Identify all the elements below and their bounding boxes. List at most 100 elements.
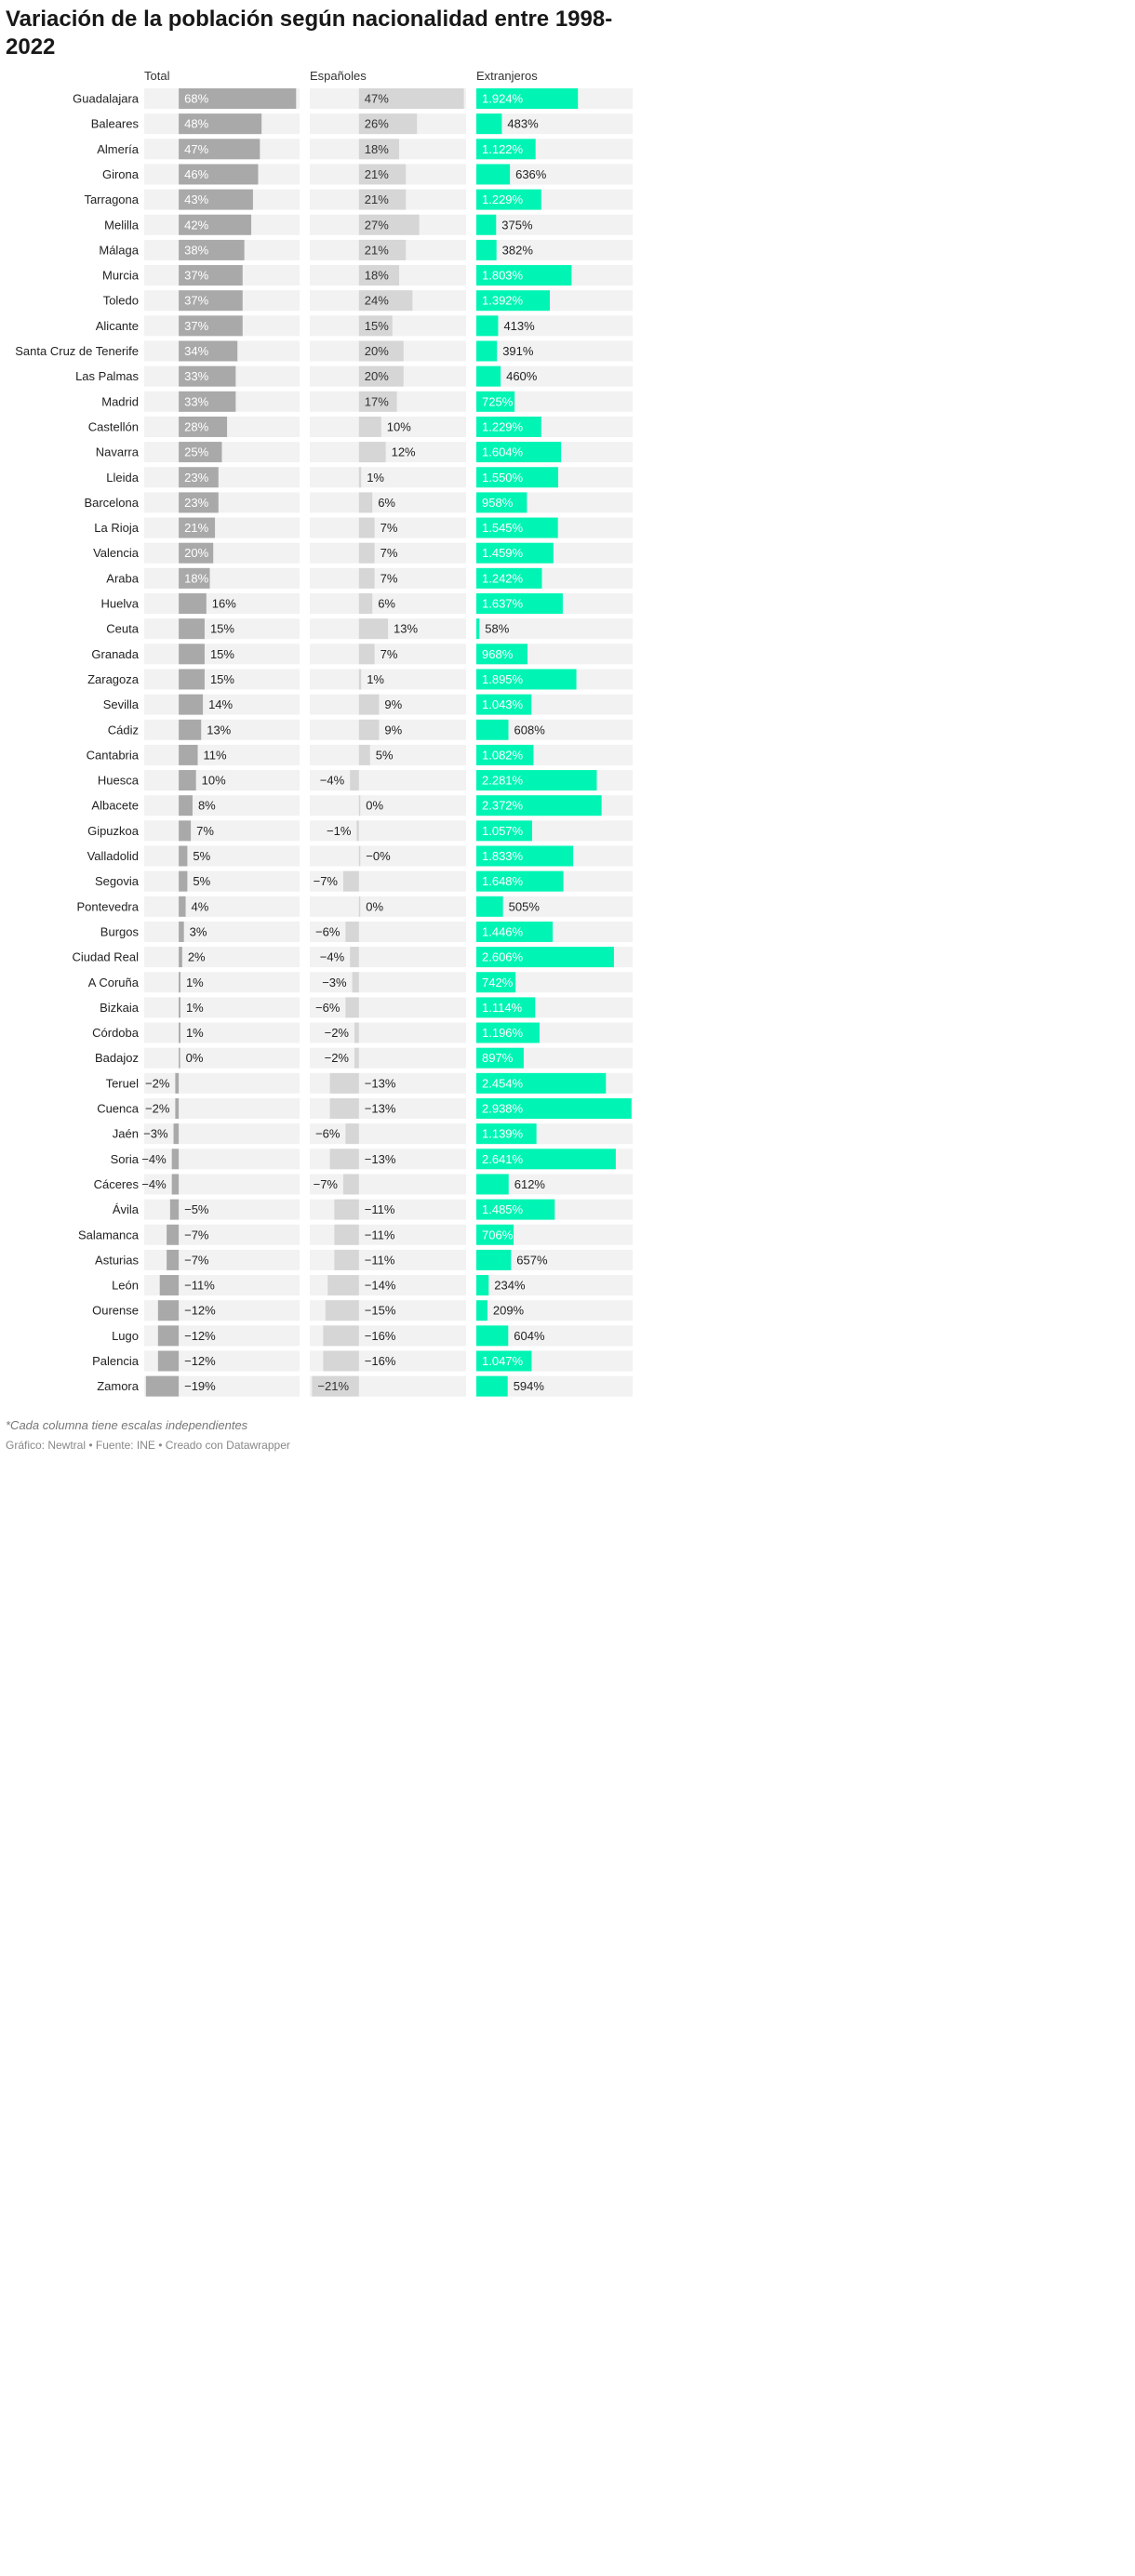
category-label: Almería [97, 142, 140, 156]
row-background [476, 618, 633, 640]
value-label-extranjeros: 2.606% [482, 950, 524, 964]
category-label: Cádiz [108, 723, 139, 737]
value-label-extranjeros: 1.229% [482, 419, 524, 433]
row-background [144, 517, 300, 538]
value-label-total: 3% [190, 924, 207, 938]
bar-total [179, 391, 236, 412]
value-label-extranjeros: 505% [509, 899, 541, 913]
bar-extranjeros [476, 1022, 540, 1043]
bar-total [179, 239, 245, 260]
row-background [144, 845, 300, 867]
category-label: Asturias [95, 1253, 139, 1267]
value-label-espanoles: −13% [365, 1076, 396, 1090]
value-label-total: 25% [184, 445, 208, 459]
bar-total [179, 870, 188, 892]
bar-extranjeros [476, 618, 480, 640]
bar-extranjeros [476, 1072, 607, 1094]
bar-extranjeros [476, 567, 542, 589]
bar-extranjeros [476, 1123, 537, 1145]
bar-total [179, 1047, 180, 1069]
value-label-total: 1% [186, 976, 204, 989]
value-label-espanoles: −15% [365, 1304, 396, 1318]
bar-espanoles [358, 567, 375, 589]
bar-extranjeros [476, 442, 562, 463]
value-label-extranjeros: 1.446% [482, 924, 524, 938]
bar-espanoles [358, 265, 399, 286]
row-background [476, 164, 633, 185]
bar-extranjeros [476, 164, 511, 185]
category-label: Murcia [102, 269, 140, 283]
bar-espanoles [358, 593, 373, 614]
row-background [310, 416, 466, 437]
bar-espanoles [312, 1375, 359, 1397]
row-background [476, 1300, 633, 1321]
row-background [310, 845, 466, 867]
bar-espanoles [345, 1123, 359, 1145]
bar-espanoles [358, 164, 407, 185]
value-label-extranjeros: 1.550% [482, 471, 524, 485]
value-label-total: 23% [184, 496, 208, 510]
value-label-espanoles: −11% [365, 1253, 395, 1267]
value-label-extranjeros: 460% [506, 369, 538, 383]
bar-extranjeros [476, 113, 502, 135]
bar-total [179, 88, 297, 109]
value-label-espanoles: −4% [320, 774, 345, 788]
bar-total [179, 164, 259, 185]
bar-total [179, 416, 228, 437]
value-label-extranjeros: 657% [516, 1253, 548, 1267]
row-background [310, 644, 466, 665]
row-background [310, 795, 466, 817]
row-background [144, 1047, 300, 1069]
bar-extranjeros [476, 239, 497, 260]
row-background [144, 1174, 300, 1195]
category-label: Burgos [100, 924, 140, 938]
bar-espanoles [358, 290, 413, 312]
bar-total [167, 1249, 180, 1270]
category-label: Soria [111, 1152, 140, 1166]
row-background [310, 669, 466, 690]
value-label-extranjeros: 742% [482, 976, 514, 989]
value-label-espanoles: 0% [366, 799, 383, 813]
value-label-total: −7% [184, 1228, 209, 1242]
bar-espanoles [327, 1275, 359, 1296]
value-label-espanoles: −21% [317, 1379, 349, 1393]
row-background [144, 492, 300, 513]
value-label-total: −4% [141, 1152, 167, 1166]
value-label-espanoles: 9% [384, 697, 402, 711]
value-label-total: −2% [145, 1102, 170, 1116]
bar-total [179, 492, 219, 513]
bar-espanoles [358, 719, 380, 740]
value-label-total: −19% [184, 1379, 216, 1393]
value-label-espanoles: −6% [315, 1127, 340, 1141]
category-label: Albacete [91, 799, 139, 813]
bar-extranjeros [476, 644, 527, 665]
bar-espanoles [358, 391, 397, 412]
bar-extranjeros [476, 719, 509, 740]
bar-espanoles [323, 1350, 359, 1372]
bar-espanoles [356, 820, 359, 842]
bar-espanoles [345, 997, 359, 1018]
value-label-espanoles: −3% [322, 976, 347, 989]
bar-total [179, 113, 262, 135]
bar-total [173, 1123, 180, 1145]
value-label-extranjeros: 1.637% [482, 597, 524, 611]
category-label: Valencia [93, 546, 140, 560]
value-label-espanoles: −7% [314, 874, 339, 888]
row-background [144, 972, 300, 993]
bar-total [179, 290, 243, 312]
category-label: Málaga [99, 243, 139, 257]
bar-extranjeros [476, 189, 541, 210]
column-header-espanoles: Españoles [310, 69, 367, 83]
value-label-extranjeros: 636% [515, 167, 547, 181]
value-label-total: 68% [184, 92, 208, 106]
value-label-espanoles: −16% [365, 1354, 396, 1368]
value-label-espanoles: 10% [387, 419, 411, 433]
bar-extranjeros [476, 972, 516, 993]
bar-espanoles [334, 1249, 359, 1270]
bar-total [179, 845, 188, 867]
category-label: La Rioja [94, 521, 139, 535]
bar-total [171, 1174, 180, 1195]
bar-espanoles [325, 1300, 359, 1321]
bar-total [179, 997, 180, 1018]
bar-extranjeros [476, 265, 572, 286]
